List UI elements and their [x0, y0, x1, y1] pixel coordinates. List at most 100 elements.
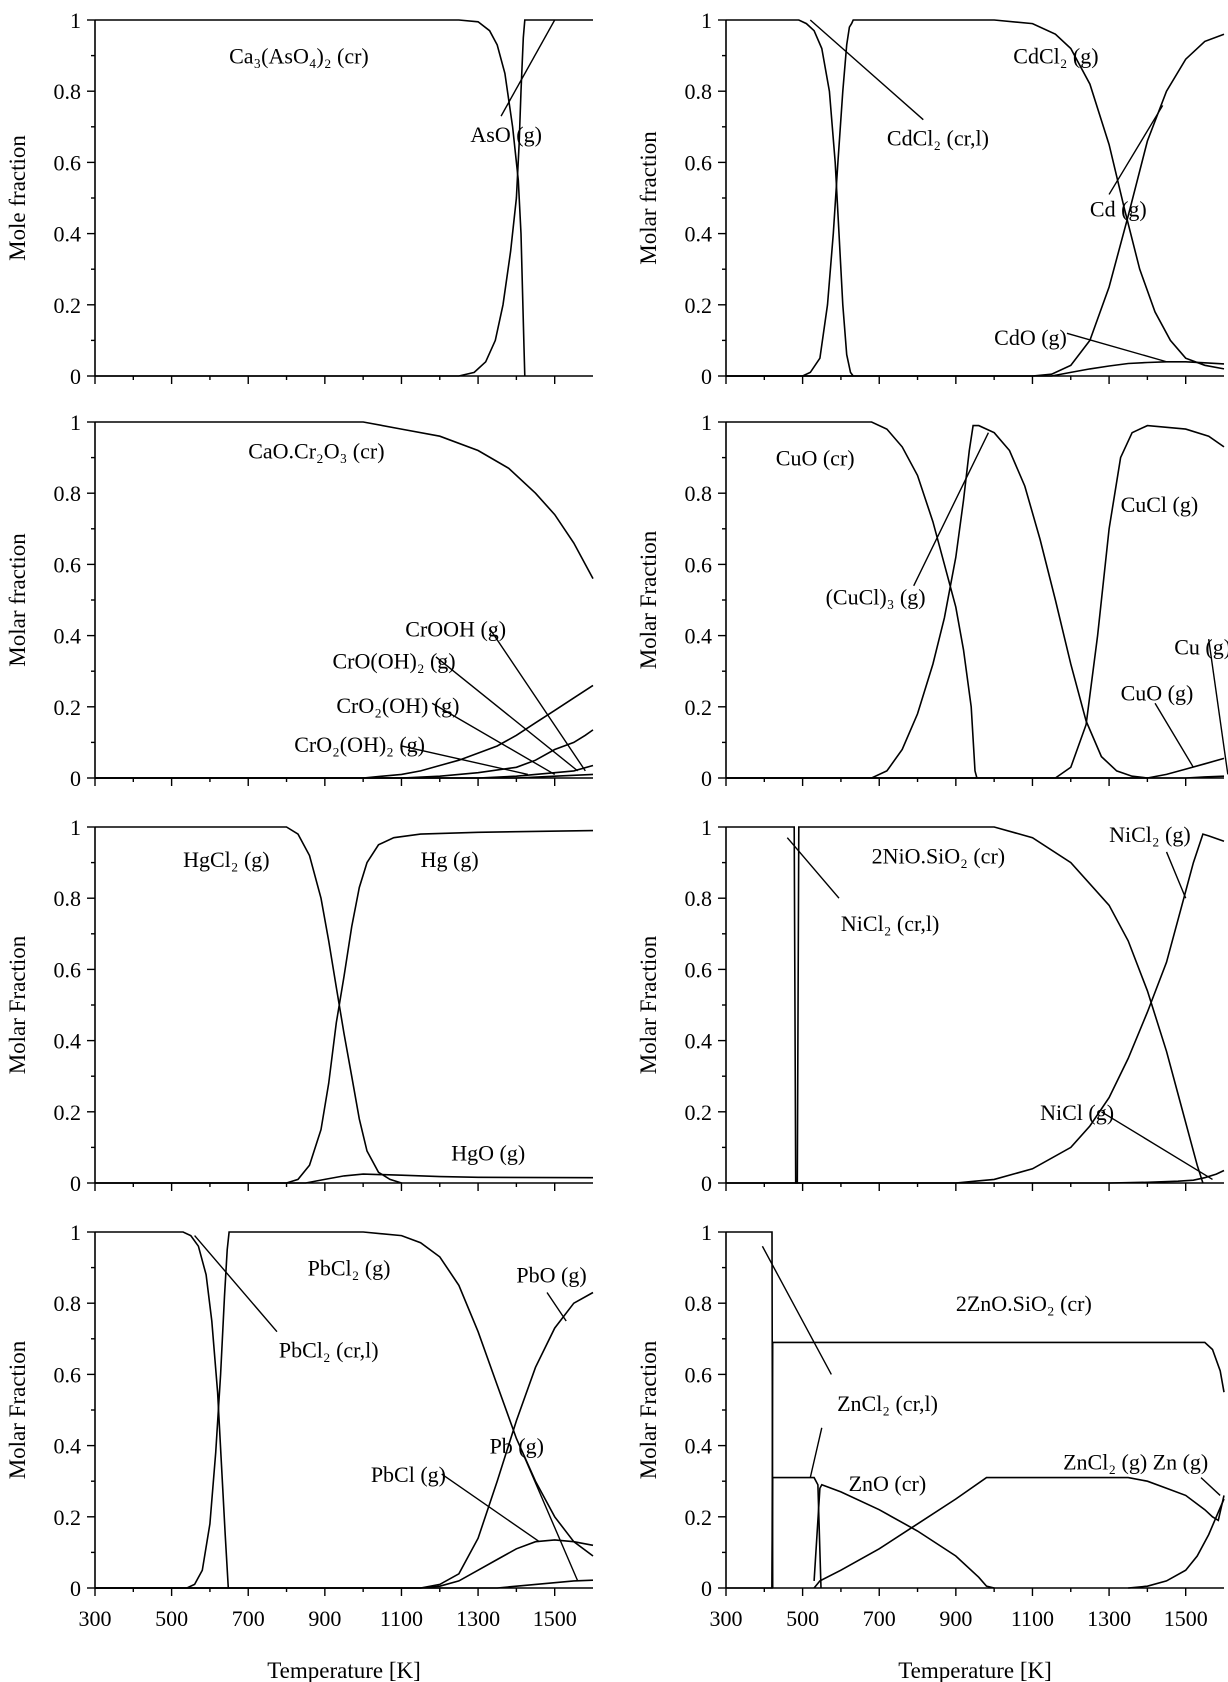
- y-axis-label: Molar fraction: [636, 131, 661, 265]
- curve-label: ZnCl₂ (g) Zn (g): [1063, 1450, 1208, 1475]
- y-tick-label: 0.6: [54, 1362, 82, 1387]
- y-tick-label: 0.4: [685, 1434, 713, 1459]
- leader-line: [194, 1235, 278, 1333]
- curve-label: 2NiO.SiO₂ (cr): [872, 843, 1006, 868]
- y-tick-label: 0.4: [685, 1029, 713, 1054]
- panel-Cu: 0 0.2 0.4 0.6 0.8 1 Molar Fraction CuO (cr) CuCl…: [636, 410, 1228, 791]
- y-axis-label: Molar Fraction: [636, 935, 661, 1074]
- curve-label: ZnCl₂ (cr,l): [837, 1391, 938, 1416]
- series-line: [95, 773, 594, 779]
- curve-label: HgO (g): [451, 1141, 525, 1166]
- curve-label: CdCl₂ (g): [1013, 44, 1098, 69]
- series-line: [726, 424, 1148, 779]
- leader-line: [488, 628, 586, 772]
- y-tick-label: 0.8: [54, 1291, 82, 1316]
- series-line: [95, 1231, 230, 1589]
- series-line: [726, 19, 854, 377]
- curve-label: NiCl (g): [1040, 1100, 1114, 1125]
- leader-line: [435, 656, 579, 772]
- y-tick-label: 0: [701, 1576, 712, 1601]
- curve-label: NiCl₂ (cr,l): [841, 911, 939, 936]
- leader-line: [431, 702, 556, 776]
- x-tick-label: 1100: [1011, 1606, 1054, 1631]
- series-line: [726, 1231, 774, 1589]
- y-tick-label: 0.2: [685, 695, 713, 720]
- y-tick-label: 0.2: [685, 1505, 713, 1530]
- y-tick-label: 1: [70, 815, 81, 840]
- series-line: [771, 1476, 822, 1589]
- leader-line: [1200, 1477, 1221, 1496]
- curve-label: Cd (g): [1090, 197, 1147, 222]
- x-tick-label: 1100: [380, 1606, 423, 1631]
- series-line: [95, 1579, 594, 1589]
- series-line: [95, 1173, 594, 1184]
- curve-label: PbCl₂ (cr,l): [279, 1337, 379, 1362]
- curve-label: CrO₂(OH) (g): [336, 693, 459, 718]
- x-axis-label: Temperature [K]: [267, 1658, 421, 1682]
- y-tick-label: 0.8: [54, 481, 82, 506]
- leader-line: [1165, 851, 1187, 899]
- panel-Hg: 0 0.2 0.4 0.6 0.8 1 Molar Fraction HgCl₂ (g) Hg …: [5, 815, 594, 1196]
- curve-label: CrO₂(OH)₂ (g): [294, 732, 425, 757]
- x-tick-label: 900: [939, 1606, 972, 1631]
- y-axis-label: Mole fraction: [5, 135, 30, 261]
- series-line: [95, 826, 402, 1184]
- y-tick-label: 0: [70, 1576, 81, 1601]
- y-axis-label: Molar Fraction: [636, 530, 661, 669]
- series-line: [95, 19, 526, 377]
- leader-line: [1154, 702, 1194, 768]
- series-line: [726, 775, 1225, 779]
- x-tick-label: 300: [79, 1606, 112, 1631]
- curve-label: ZnO (cr): [849, 1471, 927, 1496]
- curve-label: 2ZnO.SiO₂ (cr): [956, 1291, 1092, 1316]
- curve-label: AsO (g): [470, 122, 542, 147]
- series-line: [726, 424, 1225, 779]
- y-axis-label: Molar fraction: [5, 533, 30, 667]
- y-tick-label: 0.6: [54, 957, 82, 982]
- series-line: [813, 1476, 1225, 1589]
- curve-label: PbCl (g): [371, 1462, 446, 1487]
- y-tick-label: 0.6: [54, 150, 82, 175]
- x-axis-label: Temperature [K]: [898, 1658, 1052, 1682]
- y-tick-label: 0.2: [54, 695, 82, 720]
- leader-line: [401, 745, 529, 776]
- series-line: [726, 1169, 1225, 1184]
- series-line: [95, 729, 594, 779]
- curve-label: (CuCl)₃ (g): [826, 584, 926, 609]
- y-tick-label: 1: [701, 815, 712, 840]
- curve-label: CrOOH (g): [405, 616, 506, 641]
- curve-label: PbO (g): [516, 1263, 586, 1288]
- y-tick-label: 0.4: [54, 1029, 82, 1054]
- curve-label: CaO.Cr₂O₃ (cr): [248, 438, 384, 463]
- leader-line: [809, 19, 924, 121]
- series-line: [95, 19, 593, 377]
- y-tick-label: 0.2: [54, 293, 82, 318]
- series-line: [95, 1291, 594, 1589]
- y-tick-label: 0.6: [685, 1362, 713, 1387]
- y-tick-label: 0.8: [685, 886, 713, 911]
- panel-Ni: 0 0.2 0.4 0.6 0.8 1 Molar Fraction 2NiO.SiO₂ (c…: [636, 815, 1225, 1196]
- y-tick-label: 0.4: [685, 222, 713, 247]
- leader-line: [1066, 332, 1167, 363]
- y-tick-label: 0.8: [685, 79, 713, 104]
- y-axis-label: Molar Fraction: [5, 935, 30, 1074]
- y-tick-label: 0.4: [54, 1434, 82, 1459]
- curve-label: CdO (g): [994, 325, 1067, 350]
- x-tick-label: 700: [232, 1606, 265, 1631]
- curve-label: Pb (g): [490, 1434, 544, 1459]
- y-tick-label: 1: [70, 8, 81, 33]
- leader-line: [786, 837, 840, 899]
- y-tick-label: 0: [70, 1171, 81, 1196]
- y-tick-label: 0.6: [685, 957, 713, 982]
- x-tick-label: 900: [308, 1606, 341, 1631]
- y-tick-label: 0.4: [54, 222, 82, 247]
- leader-line: [523, 1456, 579, 1582]
- leader-line: [761, 1245, 832, 1375]
- curve-label: Ca₃(AsO₄)₂ (cr): [229, 44, 369, 69]
- y-tick-label: 0: [70, 364, 81, 389]
- curve-label: Cu (g): [1174, 634, 1228, 659]
- panel-As: 0 0.2 0.4 0.6 0.8 1 Mole fraction Ca₃(AsO₄)₂ (c…: [5, 8, 593, 389]
- series-line: [1128, 1498, 1225, 1589]
- y-axis-label: Molar Fraction: [636, 1340, 661, 1479]
